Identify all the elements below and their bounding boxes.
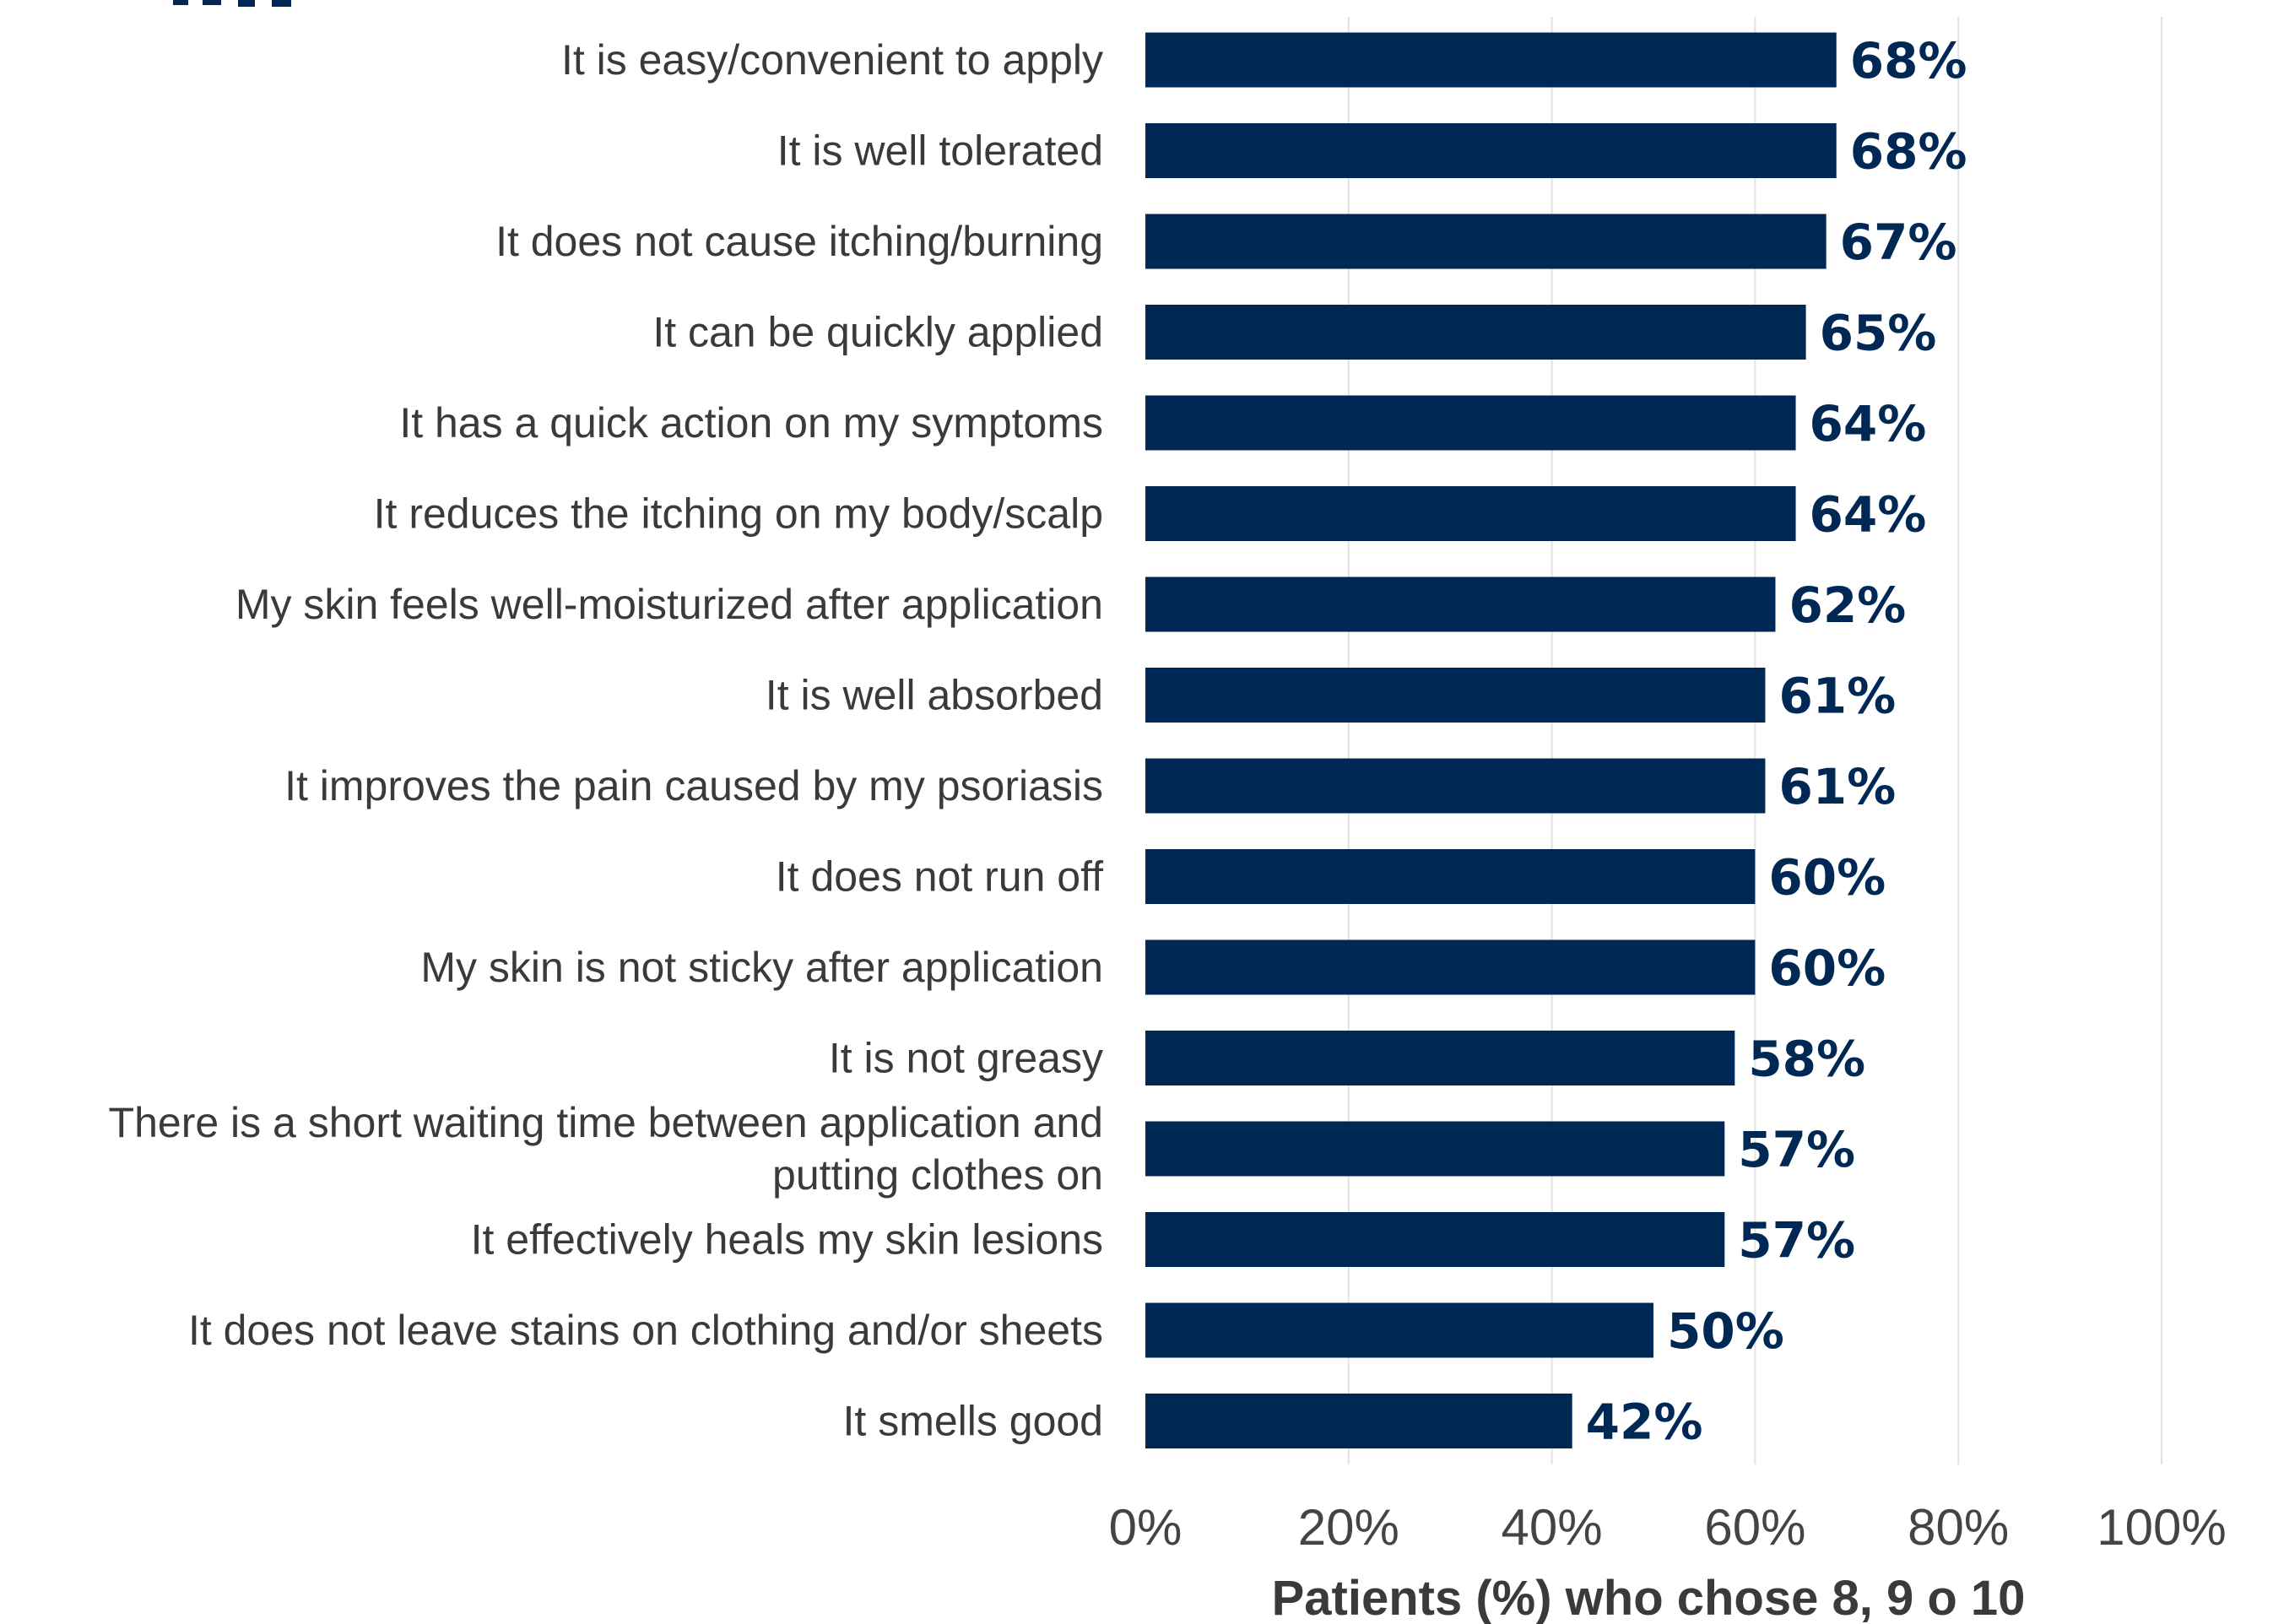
category-label: It has a quick action on my symptoms xyxy=(399,399,1103,447)
category-label: It is easy/convenient to apply xyxy=(561,36,1103,84)
bar-value-label: 60% xyxy=(1768,849,1886,907)
bar-value-label: 68% xyxy=(1850,32,1967,89)
bar xyxy=(1145,214,1827,269)
bar-value-label: 57% xyxy=(1738,1212,1855,1269)
bar xyxy=(1145,849,1756,904)
bar-value-label: 62% xyxy=(1789,577,1906,634)
category-labels: It is easy/convenient to apply It is well… xyxy=(109,36,1104,1445)
bar xyxy=(1145,305,1806,360)
category-label-line: It is not greasy xyxy=(829,1035,1103,1082)
bars xyxy=(1145,32,1837,1448)
category-label: It reduces the itching on my body/scalp xyxy=(374,490,1103,538)
category-label-line: It is well tolerated xyxy=(777,127,1103,175)
bar-value-label: 65% xyxy=(1820,305,1937,362)
category-label: It improves the pain caused by my psoria… xyxy=(284,762,1103,809)
bar-value-label: 50% xyxy=(1667,1302,1784,1360)
value-labels: 68% 68% 67% 65% 64% 64% 62% 61% 61% 60% 60% 58% 57% 5… xyxy=(1586,32,1967,1451)
category-label: My skin feels well-moisturized after app… xyxy=(235,581,1103,628)
bar-value-label: 58% xyxy=(1748,1031,1865,1088)
x-tick-label: 20% xyxy=(1298,1499,1399,1556)
bar xyxy=(1145,758,1766,814)
x-axis-title: Patients (%) who chose 8, 9 o 10 xyxy=(1272,1571,2026,1624)
category-label-line: It does not cause itching/burning xyxy=(495,218,1103,265)
category-label: My skin is not sticky after application xyxy=(420,944,1103,991)
bar-value-label: 64% xyxy=(1810,486,1927,544)
bar xyxy=(1145,577,1776,632)
category-label: It does not leave stains on clothing and… xyxy=(188,1307,1103,1354)
bar xyxy=(1145,668,1766,723)
bar-value-label: 60% xyxy=(1768,939,1886,997)
category-label: It can be quickly applied xyxy=(652,309,1103,356)
title-remnant xyxy=(173,0,291,7)
x-tick-label: 40% xyxy=(1502,1499,1603,1556)
category-label-line: There is a short waiting time between ap… xyxy=(109,1099,1103,1146)
x-axis-ticks: 0% 20% 40% 60% 80% 100% xyxy=(1109,1499,2227,1556)
bar-value-label: 64% xyxy=(1810,395,1927,452)
bar-value-label: 61% xyxy=(1778,758,1896,815)
category-label-line: putting clothes on xyxy=(772,1151,1103,1199)
bar xyxy=(1145,32,1837,88)
category-label: It is well absorbed xyxy=(766,672,1103,719)
x-tick-label: 60% xyxy=(1704,1499,1805,1556)
x-tick-label: 0% xyxy=(1109,1499,1183,1556)
category-label-line: It can be quickly applied xyxy=(652,309,1103,356)
category-label: It is well tolerated xyxy=(777,127,1103,175)
bar xyxy=(1145,1031,1735,1085)
bar xyxy=(1145,1302,1653,1358)
category-label: It does not run off xyxy=(776,853,1103,901)
category-label: It effectively heals my skin lesions xyxy=(471,1216,1103,1264)
x-tick-label: 100% xyxy=(2097,1499,2226,1556)
category-label-line: It improves the pain caused by my psoria… xyxy=(284,762,1103,809)
bar xyxy=(1145,486,1796,541)
category-label-line: It is easy/convenient to apply xyxy=(561,36,1103,84)
bar-value-label: 42% xyxy=(1586,1394,1703,1451)
x-tick-label: 80% xyxy=(1908,1499,2009,1556)
bar xyxy=(1145,939,1756,995)
bar xyxy=(1145,1212,1725,1267)
bar-value-label: 68% xyxy=(1850,123,1967,181)
bar xyxy=(1145,1394,1572,1448)
category-label-line: It is well absorbed xyxy=(766,672,1103,719)
category-label: It does not cause itching/burning xyxy=(495,218,1103,265)
bar-value-label: 67% xyxy=(1840,214,1957,271)
bar xyxy=(1145,395,1796,451)
category-label-line: My skin feels well-moisturized after app… xyxy=(235,581,1103,628)
bar xyxy=(1145,1121,1725,1177)
category-label: It is not greasy xyxy=(829,1035,1103,1082)
category-label: There is a short waiting time between ap… xyxy=(109,1099,1103,1199)
category-label-line: It has a quick action on my symptoms xyxy=(399,399,1103,447)
category-label-line: It reduces the itching on my body/scalp xyxy=(374,490,1103,538)
bar xyxy=(1145,123,1837,178)
category-label-line: It smells good xyxy=(843,1398,1103,1445)
category-label: It smells good xyxy=(843,1398,1103,1445)
category-label-line: It does not run off xyxy=(776,853,1103,901)
bar-value-label: 61% xyxy=(1778,668,1896,725)
category-label-line: It effectively heals my skin lesions xyxy=(471,1216,1103,1264)
category-label-line: My skin is not sticky after application xyxy=(420,944,1103,991)
bar-value-label: 57% xyxy=(1738,1121,1855,1178)
category-label-line: It does not leave stains on clothing and… xyxy=(188,1307,1103,1354)
